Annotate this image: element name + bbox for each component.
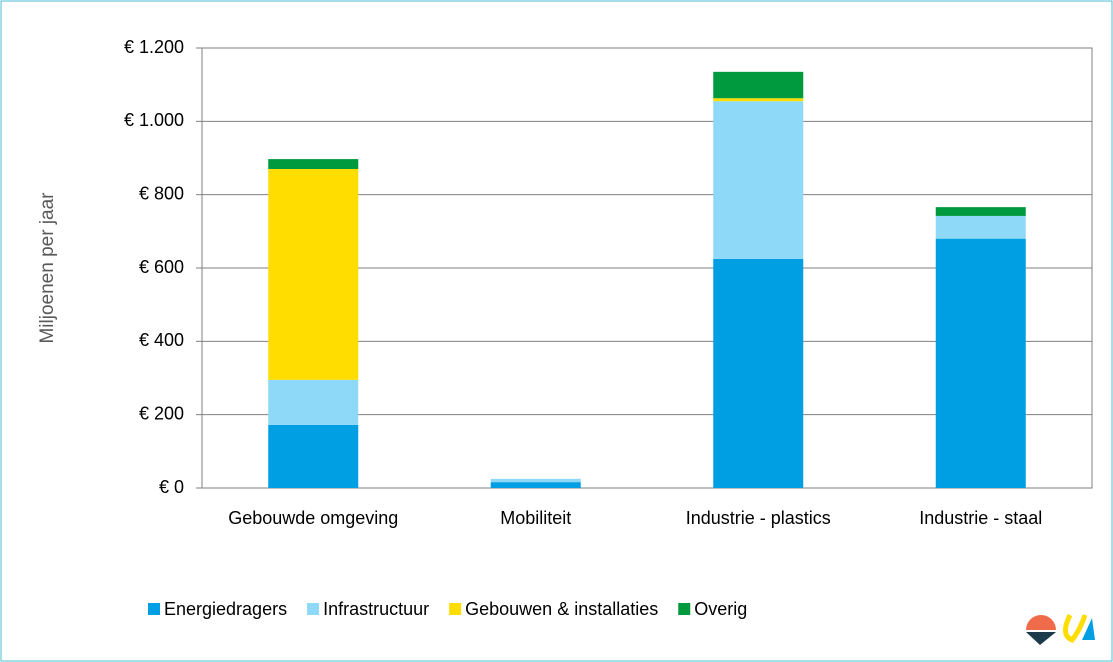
legend-label: Energiedragers (164, 599, 287, 619)
bar-segment (268, 379, 359, 425)
y-axis-label: Miljoenen per jaar (37, 192, 58, 344)
y-tick-label: € 1.200 (124, 37, 184, 57)
legend-swatch (678, 603, 691, 615)
legend-swatch (148, 603, 160, 615)
bar-segment (713, 71, 804, 99)
y-tick-label: € 1.000 (124, 110, 184, 130)
legend-label: Infrastructuur (323, 599, 429, 619)
x-tick-label: Mobiliteit (500, 508, 571, 528)
bar-segment (713, 258, 804, 488)
y-tick-label: € 200 (139, 403, 184, 423)
logo (1026, 613, 1095, 645)
bar-segment (935, 215, 1026, 239)
bar-segment (268, 159, 359, 169)
x-tick-label: Industrie - plastics (686, 508, 831, 528)
legend-swatch (449, 603, 462, 615)
legend-swatch (307, 603, 320, 615)
bar-segment (490, 482, 581, 488)
x-tick-label: Gebouwde omgeving (228, 508, 398, 528)
legend-label: Overig (694, 599, 747, 619)
y-tick-label: € 800 (139, 183, 184, 203)
bar-segment (268, 424, 359, 488)
bar-segment (490, 478, 581, 483)
x-tick-label: Industrie - staal (919, 508, 1042, 528)
legend-label: Gebouwen & installaties (465, 599, 658, 619)
y-tick-label: € 400 (139, 330, 184, 350)
bar-segment (713, 98, 804, 102)
bar-segment (935, 238, 1026, 488)
bar-segment (268, 169, 359, 380)
bar-segment (713, 101, 804, 259)
bar-segment (935, 207, 1026, 216)
y-tick-label: € 600 (139, 257, 184, 277)
y-tick-label: € 0 (159, 477, 184, 497)
